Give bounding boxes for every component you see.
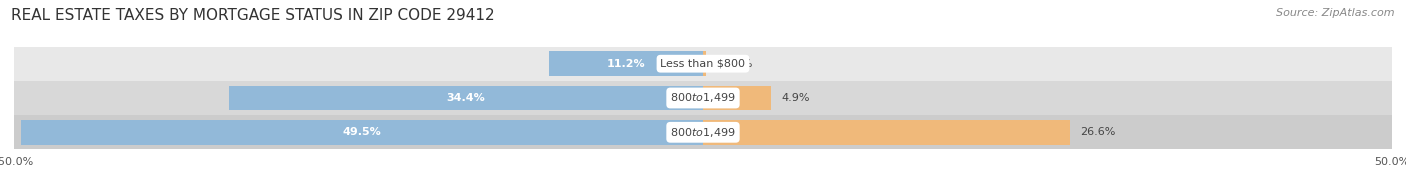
- Bar: [21, 120, 703, 145]
- Bar: [229, 86, 703, 110]
- Bar: [703, 86, 770, 110]
- Bar: [703, 51, 706, 76]
- Bar: [548, 51, 703, 76]
- Text: Less than $800: Less than $800: [661, 59, 745, 69]
- Legend: Without Mortgage, With Mortgage: Without Mortgage, With Mortgage: [578, 193, 828, 196]
- Text: $800 to $1,499: $800 to $1,499: [671, 92, 735, 104]
- Text: Source: ZipAtlas.com: Source: ZipAtlas.com: [1277, 8, 1395, 18]
- Bar: [14, 47, 1392, 81]
- Text: $800 to $1,499: $800 to $1,499: [671, 126, 735, 139]
- Text: 11.2%: 11.2%: [606, 59, 645, 69]
- Text: 4.9%: 4.9%: [782, 93, 810, 103]
- Bar: [14, 115, 1392, 150]
- Text: REAL ESTATE TAXES BY MORTGAGE STATUS IN ZIP CODE 29412: REAL ESTATE TAXES BY MORTGAGE STATUS IN …: [11, 8, 495, 23]
- Text: 0.25%: 0.25%: [717, 59, 752, 69]
- Text: 26.6%: 26.6%: [1081, 127, 1116, 137]
- Text: 34.4%: 34.4%: [447, 93, 485, 103]
- Text: 49.5%: 49.5%: [343, 127, 381, 137]
- Bar: [703, 120, 1070, 145]
- Bar: [14, 81, 1392, 115]
